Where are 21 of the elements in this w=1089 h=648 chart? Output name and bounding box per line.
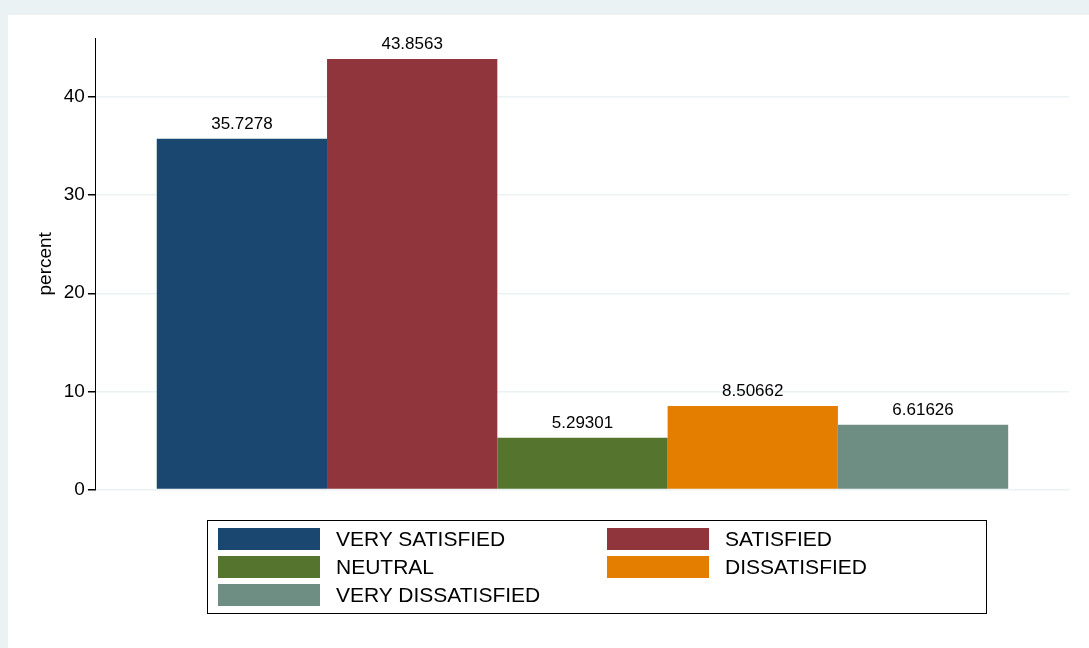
y-tick-label: 0 — [74, 477, 85, 499]
data-label: 8.50662 — [722, 381, 784, 401]
legend-label: VERY DISSATISFIED — [336, 583, 541, 607]
y-tick-label: 30 — [63, 183, 85, 205]
data-label: 35.7278 — [211, 114, 273, 134]
y-tick-label: 10 — [63, 379, 85, 401]
bar — [327, 59, 498, 489]
y-tick-label: 40 — [63, 85, 85, 107]
data-label: 5.29301 — [551, 412, 614, 432]
bar — [837, 424, 1009, 489]
legend-label: SATISFIED — [725, 527, 832, 551]
data-label: 6.61626 — [892, 399, 954, 419]
y-tick-label: 20 — [63, 281, 85, 303]
legend-label: DISSATISFIED — [725, 555, 867, 579]
legend-label: NEUTRAL — [336, 555, 435, 579]
legend-label: VERY SATISFIED — [336, 527, 506, 551]
bar — [156, 138, 328, 489]
bar — [667, 406, 838, 489]
y-axis-title: percent — [33, 231, 55, 296]
data-label: 43.8563 — [381, 34, 443, 54]
bar — [497, 437, 668, 489]
